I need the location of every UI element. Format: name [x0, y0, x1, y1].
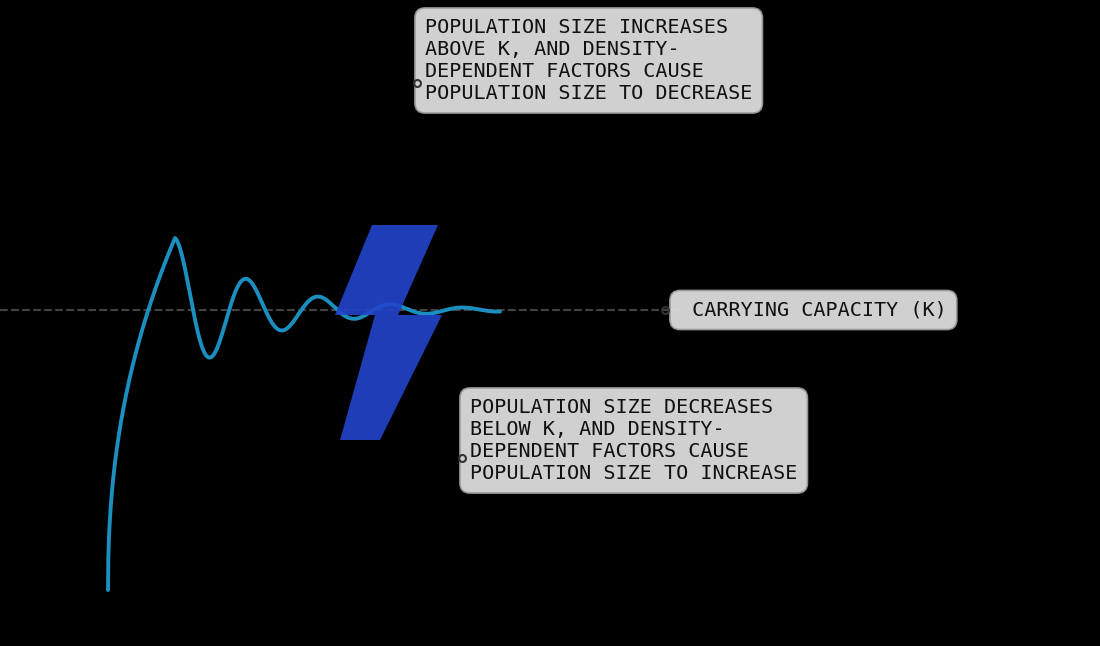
- Text: CARRYING CAPACITY (K): CARRYING CAPACITY (K): [680, 300, 947, 320]
- Text: POPULATION SIZE DECREASES
BELOW K, AND DENSITY-
DEPENDENT FACTORS CAUSE
POPULATI: POPULATION SIZE DECREASES BELOW K, AND D…: [470, 398, 798, 483]
- Text: POPULATION SIZE INCREASES
ABOVE K, AND DENSITY-
DEPENDENT FACTORS CAUSE
POPULATI: POPULATION SIZE INCREASES ABOVE K, AND D…: [425, 18, 752, 103]
- Polygon shape: [336, 225, 442, 440]
